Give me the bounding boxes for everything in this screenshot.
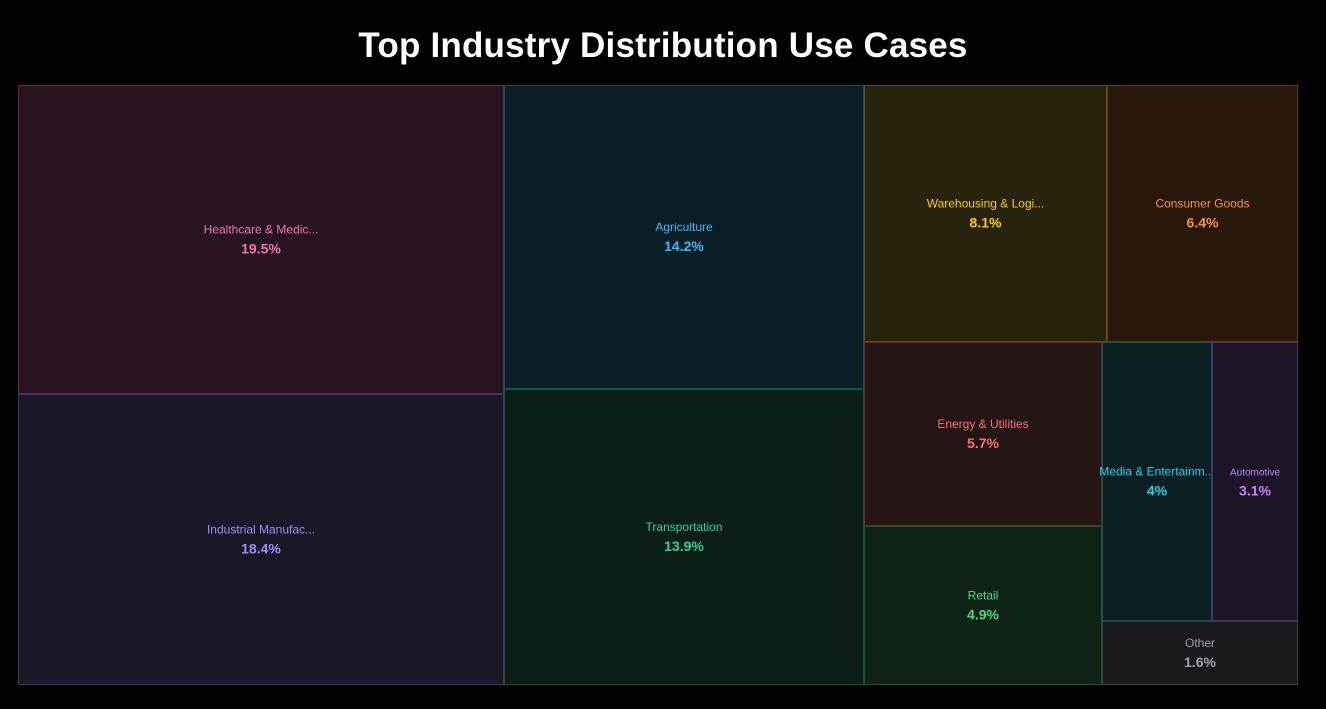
treemap-tile-healthcare-and-medic[interactable]: Healthcare & Medic... 19.5%	[18, 85, 504, 394]
tile-value-label: 14.2%	[664, 238, 704, 254]
treemap-tile-transportation[interactable]: Transportation 13.9%	[504, 389, 864, 685]
tile-category-label: Energy & Utilities	[937, 417, 1028, 431]
tile-category-label: Warehousing & Logi...	[927, 197, 1045, 211]
tile-value-label: 1.6%	[1184, 654, 1216, 670]
tile-category-label: Retail	[968, 589, 999, 603]
treemap-tile-automotive[interactable]: Automotive 3.1%	[1212, 342, 1298, 621]
tile-category-label: Healthcare & Medic...	[204, 223, 319, 237]
tile-value-label: 13.9%	[664, 538, 704, 554]
treemap-rect[interactable]	[504, 85, 864, 389]
treemap-rect[interactable]	[864, 526, 1102, 685]
tile-category-label: Industrial Manufac...	[207, 523, 315, 537]
tile-value-label: 8.1%	[970, 215, 1002, 231]
treemap-tile-media-and-entertainm[interactable]: Media & Entertainm... 4%	[1099, 342, 1215, 621]
treemap-rect[interactable]	[18, 85, 504, 394]
tile-category-label: Agriculture	[655, 220, 713, 234]
treemap-rect[interactable]	[864, 85, 1107, 342]
tile-category-label: Media & Entertainm...	[1099, 465, 1214, 479]
treemap-tile-consumer-goods[interactable]: Consumer Goods 6.4%	[1107, 85, 1298, 342]
treemap-rect[interactable]	[504, 389, 864, 685]
tile-value-label: 3.1%	[1239, 483, 1271, 499]
treemap-rect[interactable]	[1102, 621, 1298, 685]
treemap-tile-industrial-manufac[interactable]: Industrial Manufac... 18.4%	[18, 394, 504, 685]
tile-category-label: Transportation	[646, 520, 723, 534]
treemap-tile-warehousing-and-logi[interactable]: Warehousing & Logi... 8.1%	[864, 85, 1107, 342]
tile-value-label: 6.4%	[1187, 215, 1219, 231]
tile-value-label: 4%	[1147, 483, 1168, 499]
tile-category-label: Consumer Goods	[1155, 197, 1249, 211]
treemap-rect[interactable]	[864, 342, 1102, 526]
tile-category-label: Automotive	[1230, 468, 1280, 479]
tile-value-label: 5.7%	[967, 435, 999, 451]
treemap-rect[interactable]	[1212, 342, 1298, 621]
treemap-rect[interactable]	[18, 394, 504, 685]
treemap-tile-agriculture[interactable]: Agriculture 14.2%	[504, 85, 864, 389]
treemap-rect[interactable]	[1107, 85, 1298, 342]
treemap-rect[interactable]	[1102, 342, 1212, 621]
tile-category-label: Other	[1185, 636, 1215, 650]
chart-title: Top Industry Distribution Use Cases	[358, 26, 968, 65]
tile-value-label: 18.4%	[241, 541, 281, 557]
treemap-tile-retail[interactable]: Retail 4.9%	[864, 526, 1102, 685]
tile-value-label: 19.5%	[241, 241, 281, 257]
tile-value-label: 4.9%	[967, 607, 999, 623]
treemap-tile-other[interactable]: Other 1.6%	[1102, 621, 1298, 685]
treemap-tile-energy-and-utilities[interactable]: Energy & Utilities 5.7%	[864, 342, 1102, 526]
